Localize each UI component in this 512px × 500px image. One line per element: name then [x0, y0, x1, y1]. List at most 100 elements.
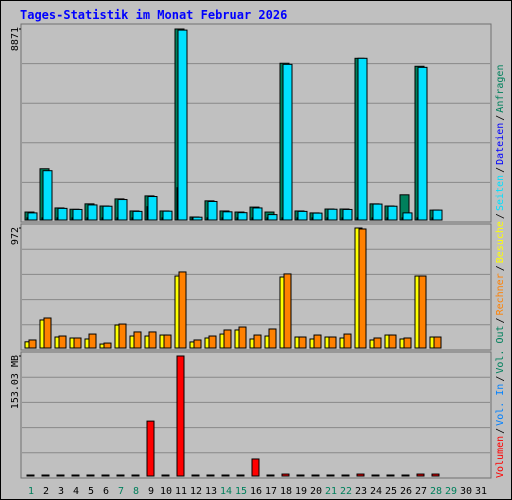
bar	[102, 205, 113, 221]
bar	[42, 170, 53, 221]
y-tick-label: 153.03 MB	[10, 355, 21, 409]
legend-separator: /	[495, 115, 506, 121]
x-tick-label: 19	[295, 486, 307, 497]
bar	[208, 335, 217, 349]
bar	[116, 474, 125, 477]
bar	[26, 474, 35, 477]
bar	[237, 212, 248, 221]
legend-entry: Anfragen	[495, 65, 506, 113]
legend-separator: /	[495, 265, 506, 271]
y-tick-label: 972	[10, 227, 21, 245]
x-tick-label: 11	[175, 486, 187, 497]
bar	[326, 474, 335, 477]
x-tick-label: 15	[235, 486, 247, 497]
bar	[162, 210, 173, 221]
bar	[253, 334, 262, 349]
x-tick-label: 27	[415, 486, 427, 497]
bar	[312, 212, 323, 221]
bar	[206, 474, 215, 477]
legend: Volumen / Vol. In / Vol. Out / Rechner / Besuche…	[495, 65, 506, 478]
bar	[177, 29, 188, 221]
bar	[163, 334, 172, 349]
legend-entry: Besuche	[495, 221, 506, 263]
x-tick-label: 14	[220, 486, 232, 497]
x-tick-label: 28	[430, 486, 442, 497]
bar	[252, 207, 263, 221]
bar	[148, 331, 157, 349]
bar	[357, 57, 368, 221]
bar	[372, 203, 383, 221]
bar	[432, 209, 443, 221]
x-tick-label: 22	[340, 486, 352, 497]
bar	[431, 473, 440, 477]
bar	[221, 474, 230, 477]
bar	[57, 207, 68, 221]
bar	[387, 205, 398, 221]
bar	[118, 323, 127, 349]
legend-separator: /	[495, 376, 506, 382]
bar	[72, 208, 83, 221]
x-tick-label: 12	[190, 486, 202, 497]
bar	[58, 335, 67, 349]
bar	[207, 200, 218, 221]
bar	[223, 329, 232, 349]
bar	[178, 271, 187, 349]
x-tick-label: 25	[385, 486, 397, 497]
x-tick-label: 2	[43, 486, 49, 497]
bar	[328, 336, 337, 349]
x-tick-label: 4	[73, 486, 79, 497]
bar	[161, 474, 170, 477]
panel	[20, 23, 492, 223]
bar	[268, 328, 277, 349]
x-tick-label: 31	[475, 486, 487, 497]
bar	[176, 355, 185, 477]
x-tick-label: 18	[280, 486, 292, 497]
legend-entry: Vol. Out	[495, 325, 506, 373]
bar	[87, 204, 98, 221]
x-tick-label: 1	[28, 486, 34, 497]
x-tick-label: 3	[58, 486, 64, 497]
bar	[191, 474, 200, 477]
x-tick-label: 5	[88, 486, 94, 497]
x-tick-label: 30	[460, 486, 472, 497]
bar	[56, 474, 65, 477]
x-tick-label: 6	[103, 486, 109, 497]
bar	[146, 420, 155, 477]
bar	[418, 275, 427, 349]
bar	[283, 273, 292, 349]
legend-entry: Seiten	[495, 175, 506, 211]
bar	[27, 212, 38, 221]
bar	[388, 334, 397, 349]
panel	[20, 223, 492, 351]
bar	[147, 196, 158, 221]
x-tick-label: 29	[445, 486, 457, 497]
legend-separator: /	[495, 428, 506, 434]
bar	[222, 211, 233, 221]
bar	[401, 474, 410, 477]
bar	[86, 474, 95, 477]
bar	[71, 474, 80, 477]
bar	[266, 474, 275, 477]
bar	[343, 333, 352, 349]
legend-separator: /	[495, 213, 506, 219]
bar	[356, 473, 365, 477]
legend-separator: /	[495, 317, 506, 323]
x-tick-label: 26	[400, 486, 412, 497]
bar	[313, 334, 322, 349]
x-tick-label: 24	[370, 486, 382, 497]
bar	[373, 337, 382, 349]
legend-entry: Dateien	[495, 123, 506, 165]
bar	[403, 337, 412, 349]
legend-separator: /	[495, 167, 506, 173]
x-tick-label: 20	[310, 486, 322, 497]
panel	[20, 351, 492, 479]
bar	[416, 473, 425, 477]
x-tick-label: 21	[325, 486, 337, 497]
legend-entry: Volumen	[495, 436, 506, 478]
bar	[192, 216, 203, 221]
bar	[281, 473, 290, 477]
bar	[132, 210, 143, 221]
bar	[342, 208, 353, 221]
bar	[43, 317, 52, 349]
bar	[267, 214, 278, 221]
